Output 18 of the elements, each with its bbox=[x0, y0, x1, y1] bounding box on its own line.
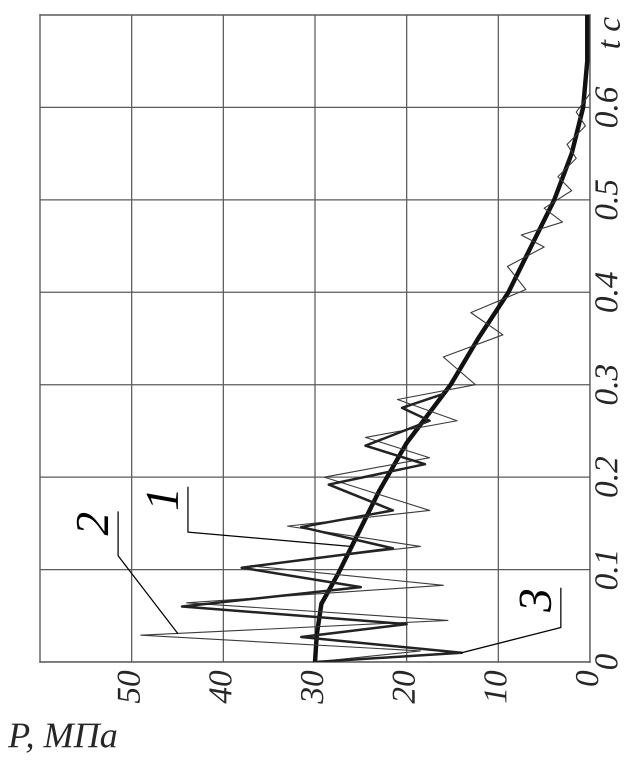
y-tick-label: 0.6 bbox=[595, 86, 618, 127]
y-tick-label: 0.1 bbox=[595, 552, 618, 590]
y-tick-label: 0.2 bbox=[595, 457, 618, 497]
text: 3 bbox=[520, 590, 552, 612]
y-tick-label: 0 bbox=[595, 654, 618, 670]
y-tick-label: 0.3 bbox=[595, 365, 618, 404]
x-tick-label: 50 bbox=[118, 670, 140, 704]
x-tick-label: 40 bbox=[209, 670, 232, 704]
text: 1 bbox=[146, 492, 178, 510]
x-tick-label: 0 bbox=[576, 670, 598, 686]
text: 2 bbox=[76, 512, 108, 536]
x-tick-label: 20 bbox=[392, 670, 416, 704]
x-tick-label: 10 bbox=[484, 670, 507, 702]
x-tick-label: 30 bbox=[300, 670, 324, 704]
y-tick-label: 0.4 bbox=[595, 272, 618, 312]
y-tick-label: 0.5 bbox=[595, 180, 618, 220]
y-axis-title: t c bbox=[600, 17, 620, 48]
x-axis-title: P, МПа bbox=[8, 724, 116, 753]
